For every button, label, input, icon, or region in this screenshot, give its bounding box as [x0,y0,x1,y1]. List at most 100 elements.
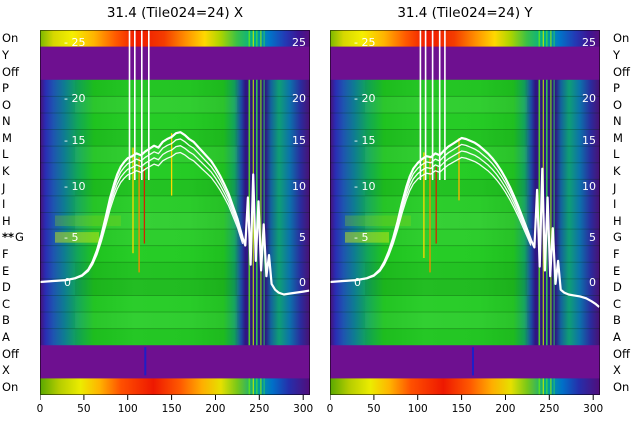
row-tint [365,79,528,97]
plot-frame [330,30,600,395]
row-label-on-21: On [613,379,630,394]
x-tick-label: 250 [539,403,560,415]
inner-tick-right: 15 [582,134,596,147]
x-tick-label: 200 [495,403,516,415]
inner-tick-right: 15 [292,134,306,147]
row-label-on-0: On [2,31,19,46]
row-labels-right: On Y Off P O N M L K J I H G F E D C B A Off X On [613,30,639,395]
row-label-y-1: Y [2,47,10,62]
row-tint [365,295,527,312]
x-tick-label: 300 [293,403,314,415]
row-tint [365,229,528,246]
panel-title-x: 31.4 (Tile024=24) X [106,5,244,21]
row-label-g-12: **G [2,230,24,245]
x-tick-label: 0 [326,403,334,415]
row-label-o-4: O [2,97,12,112]
x-tick-label: 150 [161,403,182,415]
inner-tick-left: - 5 [354,231,368,244]
x-tick-label: 100 [407,403,428,415]
panel-title-y: 31.4 (Tile024=24) Y [397,5,533,21]
row-tint [75,329,237,346]
row-label-f-13: F [2,247,9,261]
row-tint [75,278,238,296]
inner-tick-left: - 25 [64,36,85,49]
row-label-m-6: M [2,130,12,145]
row-label-k-8: K [613,164,621,178]
row-tint [365,278,528,296]
row-highlight [345,215,411,227]
inner-tick-left: - 10 [354,180,375,193]
row-label-x-20: X [613,363,621,378]
heatmap-svg: - 25 - 20 - 15 - 10 - 5 0 25 20 15 10 5 0 [39,30,310,400]
x-ticks-y: 0 50 100 150 200 250 300 [326,403,604,419]
row-label-d-15: D [613,280,622,295]
row-label-l-7: L [613,147,620,162]
row-tint [365,329,527,346]
row-tint [75,312,238,329]
x-tick-label: 50 [77,403,91,415]
row-tint [75,129,238,147]
row-label-b-17: B [2,313,10,328]
x-tick-label: 50 [367,403,381,415]
inner-tick-right: 25 [582,36,596,49]
row-tint [75,212,238,230]
inner-tick-left: - 20 [354,92,375,105]
row-label-b-17: B [613,313,621,328]
x-ticks-x: 0 50 100 150 200 250 300 [37,403,314,419]
inner-tick-right: 20 [292,92,306,105]
row-label-l-7: L [2,147,9,162]
row-label-k-8: K [2,164,10,178]
spectrum-line [39,131,310,296]
row-label-c-16: C [2,296,11,311]
inner-tick-left: - 15 [64,134,85,147]
row-tint [365,196,527,213]
row-label-g-12: G [613,230,622,245]
row-label-m-6: M [613,130,623,145]
row-label-h-11: H [2,213,11,228]
heatmap-plot-x: - 25 - 20 - 15 - 10 - 5 0 25 20 15 10 5 0 [39,30,310,402]
spectrum-line [329,136,601,308]
row-label-a-18: A [613,329,621,344]
row-label-f-13: F [613,247,620,261]
inner-tick-right: 10 [582,180,596,193]
inner-tick-right: 10 [292,180,306,193]
row-label-p-3: P [2,81,9,96]
row-tint [75,96,238,113]
row-label-e-14: E [2,263,10,278]
heatmap-plot-y: - 25 - 20 - 15 - 10 - 5 0 25 20 15 10 5 0 [329,30,601,402]
inner-tick-left: 0 [64,276,71,289]
row-label-n-5: N [613,114,622,129]
row-label-off-2: Off [2,64,19,79]
row-label-h-11: H [613,213,622,228]
row-label-d-15: D [2,280,11,295]
row-label-x-20: X [2,363,10,378]
row-label-on-0: On [613,31,630,46]
row-tint [365,96,528,113]
inner-tick-right: 25 [292,36,306,49]
dipole-block [40,79,310,346]
inner-tick-left: - 25 [354,36,375,49]
powered-band-top [40,30,310,47]
row-label-j-9: J [2,180,6,195]
row-tint [365,262,528,279]
powered-band-top [330,30,600,47]
row-label-o-4: O [613,97,623,112]
row-label-off-2: Off [613,64,630,79]
x-tick-label: 100 [117,403,138,415]
row-label-i-10: I [2,197,6,212]
flagged-row-marker: ** [2,230,15,245]
row-label-e-14: E [613,263,621,278]
inner-tick-left: - 15 [354,134,375,147]
row-tint [75,179,238,196]
inner-tick-left: - 20 [64,92,85,105]
inner-tick-right: 5 [589,231,596,244]
row-label-n-5: N [2,114,11,129]
x-tick-label: 200 [205,403,226,415]
row-tint [365,212,528,230]
powered-band-bottom [330,378,600,395]
dipole-block [330,79,600,346]
inner-tick-left: - 10 [64,180,85,193]
x-tick-label: 300 [583,403,604,415]
row-tint [365,312,528,329]
